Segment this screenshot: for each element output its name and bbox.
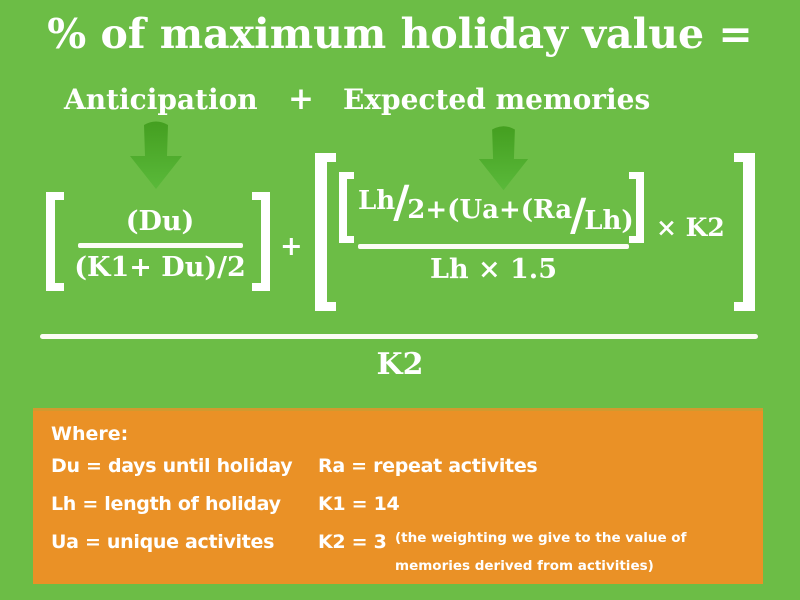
- definition-ra: Ra = repeat activites: [318, 455, 538, 477]
- slant-fraction-slash: /: [570, 190, 587, 241]
- bracket-open-anticipation: [46, 192, 64, 291]
- down-arrow-icon: [127, 119, 185, 195]
- definition-ua: Ua = unique activites: [51, 531, 275, 553]
- anticipation-denominator: (K1+ Du)/2: [74, 252, 246, 283]
- anticipation-label: Anticipation: [64, 83, 258, 116]
- bracket-close-inner: [629, 172, 644, 243]
- anticipation-numerator: (Du): [125, 206, 195, 237]
- plus-operator: +: [280, 231, 303, 262]
- page-title: % of maximum holiday value =: [47, 10, 753, 58]
- bracket-open-outer: [315, 153, 336, 311]
- memories-denominator: Lh × 1.5: [429, 254, 557, 285]
- k2-multiplier: × K2: [656, 213, 725, 242]
- plus-sign-top: +: [288, 81, 314, 117]
- definition-lh: Lh = length of holiday: [51, 493, 281, 515]
- expected-memories-label: Expected memories: [343, 83, 651, 116]
- bracket-open-inner: [339, 172, 354, 243]
- k2-note-line1: (the weighting we give to the value of: [395, 530, 687, 546]
- bracket-close-outer: [734, 153, 755, 311]
- definition-k1: K1 = 14: [318, 493, 400, 515]
- numerator-middle-term: 2+(Ua+(Ra: [407, 195, 573, 225]
- memories-fraction-bar: [358, 244, 629, 249]
- bracket-close-anticipation: [252, 192, 270, 291]
- overall-fraction-bar: [40, 334, 758, 339]
- memories-numerator: Lh/2+(Ua+(Ra/Lh): [358, 177, 634, 238]
- k2-note-line2: memories derived from activities): [395, 558, 654, 574]
- k2-weighting-note: (the weighting we give to the value of me…: [395, 524, 686, 580]
- slant-fraction-slash: /: [393, 177, 410, 228]
- definition-du: Du = days until holiday: [51, 455, 293, 477]
- legend-heading: Where:: [51, 423, 129, 445]
- numerator-raised-term: Lh: [358, 186, 396, 216]
- numerator-lowered-term: Lh): [584, 206, 634, 236]
- anticipation-fraction-bar: [78, 243, 243, 248]
- overall-denominator: K2: [376, 347, 424, 382]
- legend-panel: Where: Du = days until holiday Lh = leng…: [33, 408, 763, 584]
- definition-k2: K2 = 3: [318, 531, 387, 553]
- down-arrow-icon: [476, 122, 531, 198]
